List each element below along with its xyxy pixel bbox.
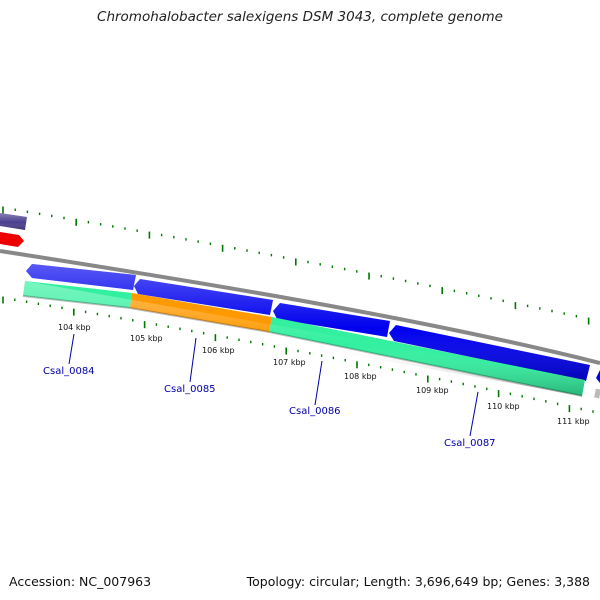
tick-label-107: 107 kbp: [273, 358, 306, 367]
gene-label-csal-0085[interactable]: Csal_0085: [164, 384, 216, 395]
ruler-labels: 104 kbp 105 kbp 106 kbp 107 kbp 108 kbp …: [58, 323, 590, 426]
cds-arrow-5-partial[interactable]: [596, 370, 600, 383]
inner-tick-ring: [2, 296, 594, 413]
tick-label-105: 105 kbp: [130, 334, 163, 343]
accession-text: Accession: NC_007963: [9, 574, 152, 589]
gene-label-csal-0086[interactable]: Csal_0086: [289, 406, 341, 417]
genome-stats-text: Topology: circular; Length: 3,696,649 bp…: [246, 574, 590, 589]
gene-labels: Csal_0084 Csal_0085 Csal_0086 Csal_0087: [43, 366, 496, 449]
gene-shading: [23, 281, 585, 396]
map-title: Chromohalobacter salexigens DSM 3043, co…: [97, 9, 503, 25]
outer-tick-ring: [2, 206, 590, 325]
gene-bottom-edge: [22, 295, 583, 397]
leader-line-csal-0087: [469, 391, 479, 437]
tick-label-109: 109 kbp: [416, 386, 449, 395]
cds-shading: [26, 264, 590, 381]
tick-label-108: 108 kbp: [344, 372, 377, 381]
gene-label-csal-0087[interactable]: Csal_0087: [444, 438, 496, 449]
partial-gene-left-purple-shade: [0, 213, 27, 230]
cds-track: [26, 264, 600, 383]
backbone-line-lower: [594, 388, 600, 399]
gene-track: [22, 281, 585, 397]
tick-label-104: 104 kbp: [58, 323, 91, 332]
tick-label-110: 110 kbp: [487, 402, 520, 411]
tick-label-111: 111 kbp: [557, 417, 590, 426]
leader-line-csal-0084: [68, 333, 75, 365]
gene-leader-lines: [68, 333, 479, 437]
leader-line-csal-0085: [189, 337, 197, 383]
gene-label-csal-0084[interactable]: Csal_0084: [43, 366, 95, 377]
partial-gene-left-red[interactable]: [0, 232, 24, 247]
tick-label-106: 106 kbp: [202, 346, 235, 355]
leader-line-csal-0086: [314, 360, 323, 406]
backbone-line: [0, 249, 600, 365]
